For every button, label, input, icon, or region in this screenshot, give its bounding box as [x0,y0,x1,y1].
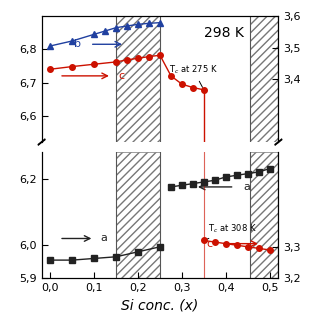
Bar [250,152,278,278]
Bar [250,16,278,142]
Text: T$_c$ at 275 K: T$_c$ at 275 K [169,64,218,87]
X-axis label: Si conc. (x): Si conc. (x) [121,299,199,313]
Text: b: b [74,39,81,49]
Bar [116,16,160,142]
Text: 298 K: 298 K [204,26,244,40]
Text: a: a [243,182,250,192]
Text: a: a [101,234,108,244]
Bar [116,152,160,278]
Text: T$_c$ at 308 K: T$_c$ at 308 K [206,222,257,239]
Text: c: c [118,71,124,81]
Text: c: c [206,239,212,249]
